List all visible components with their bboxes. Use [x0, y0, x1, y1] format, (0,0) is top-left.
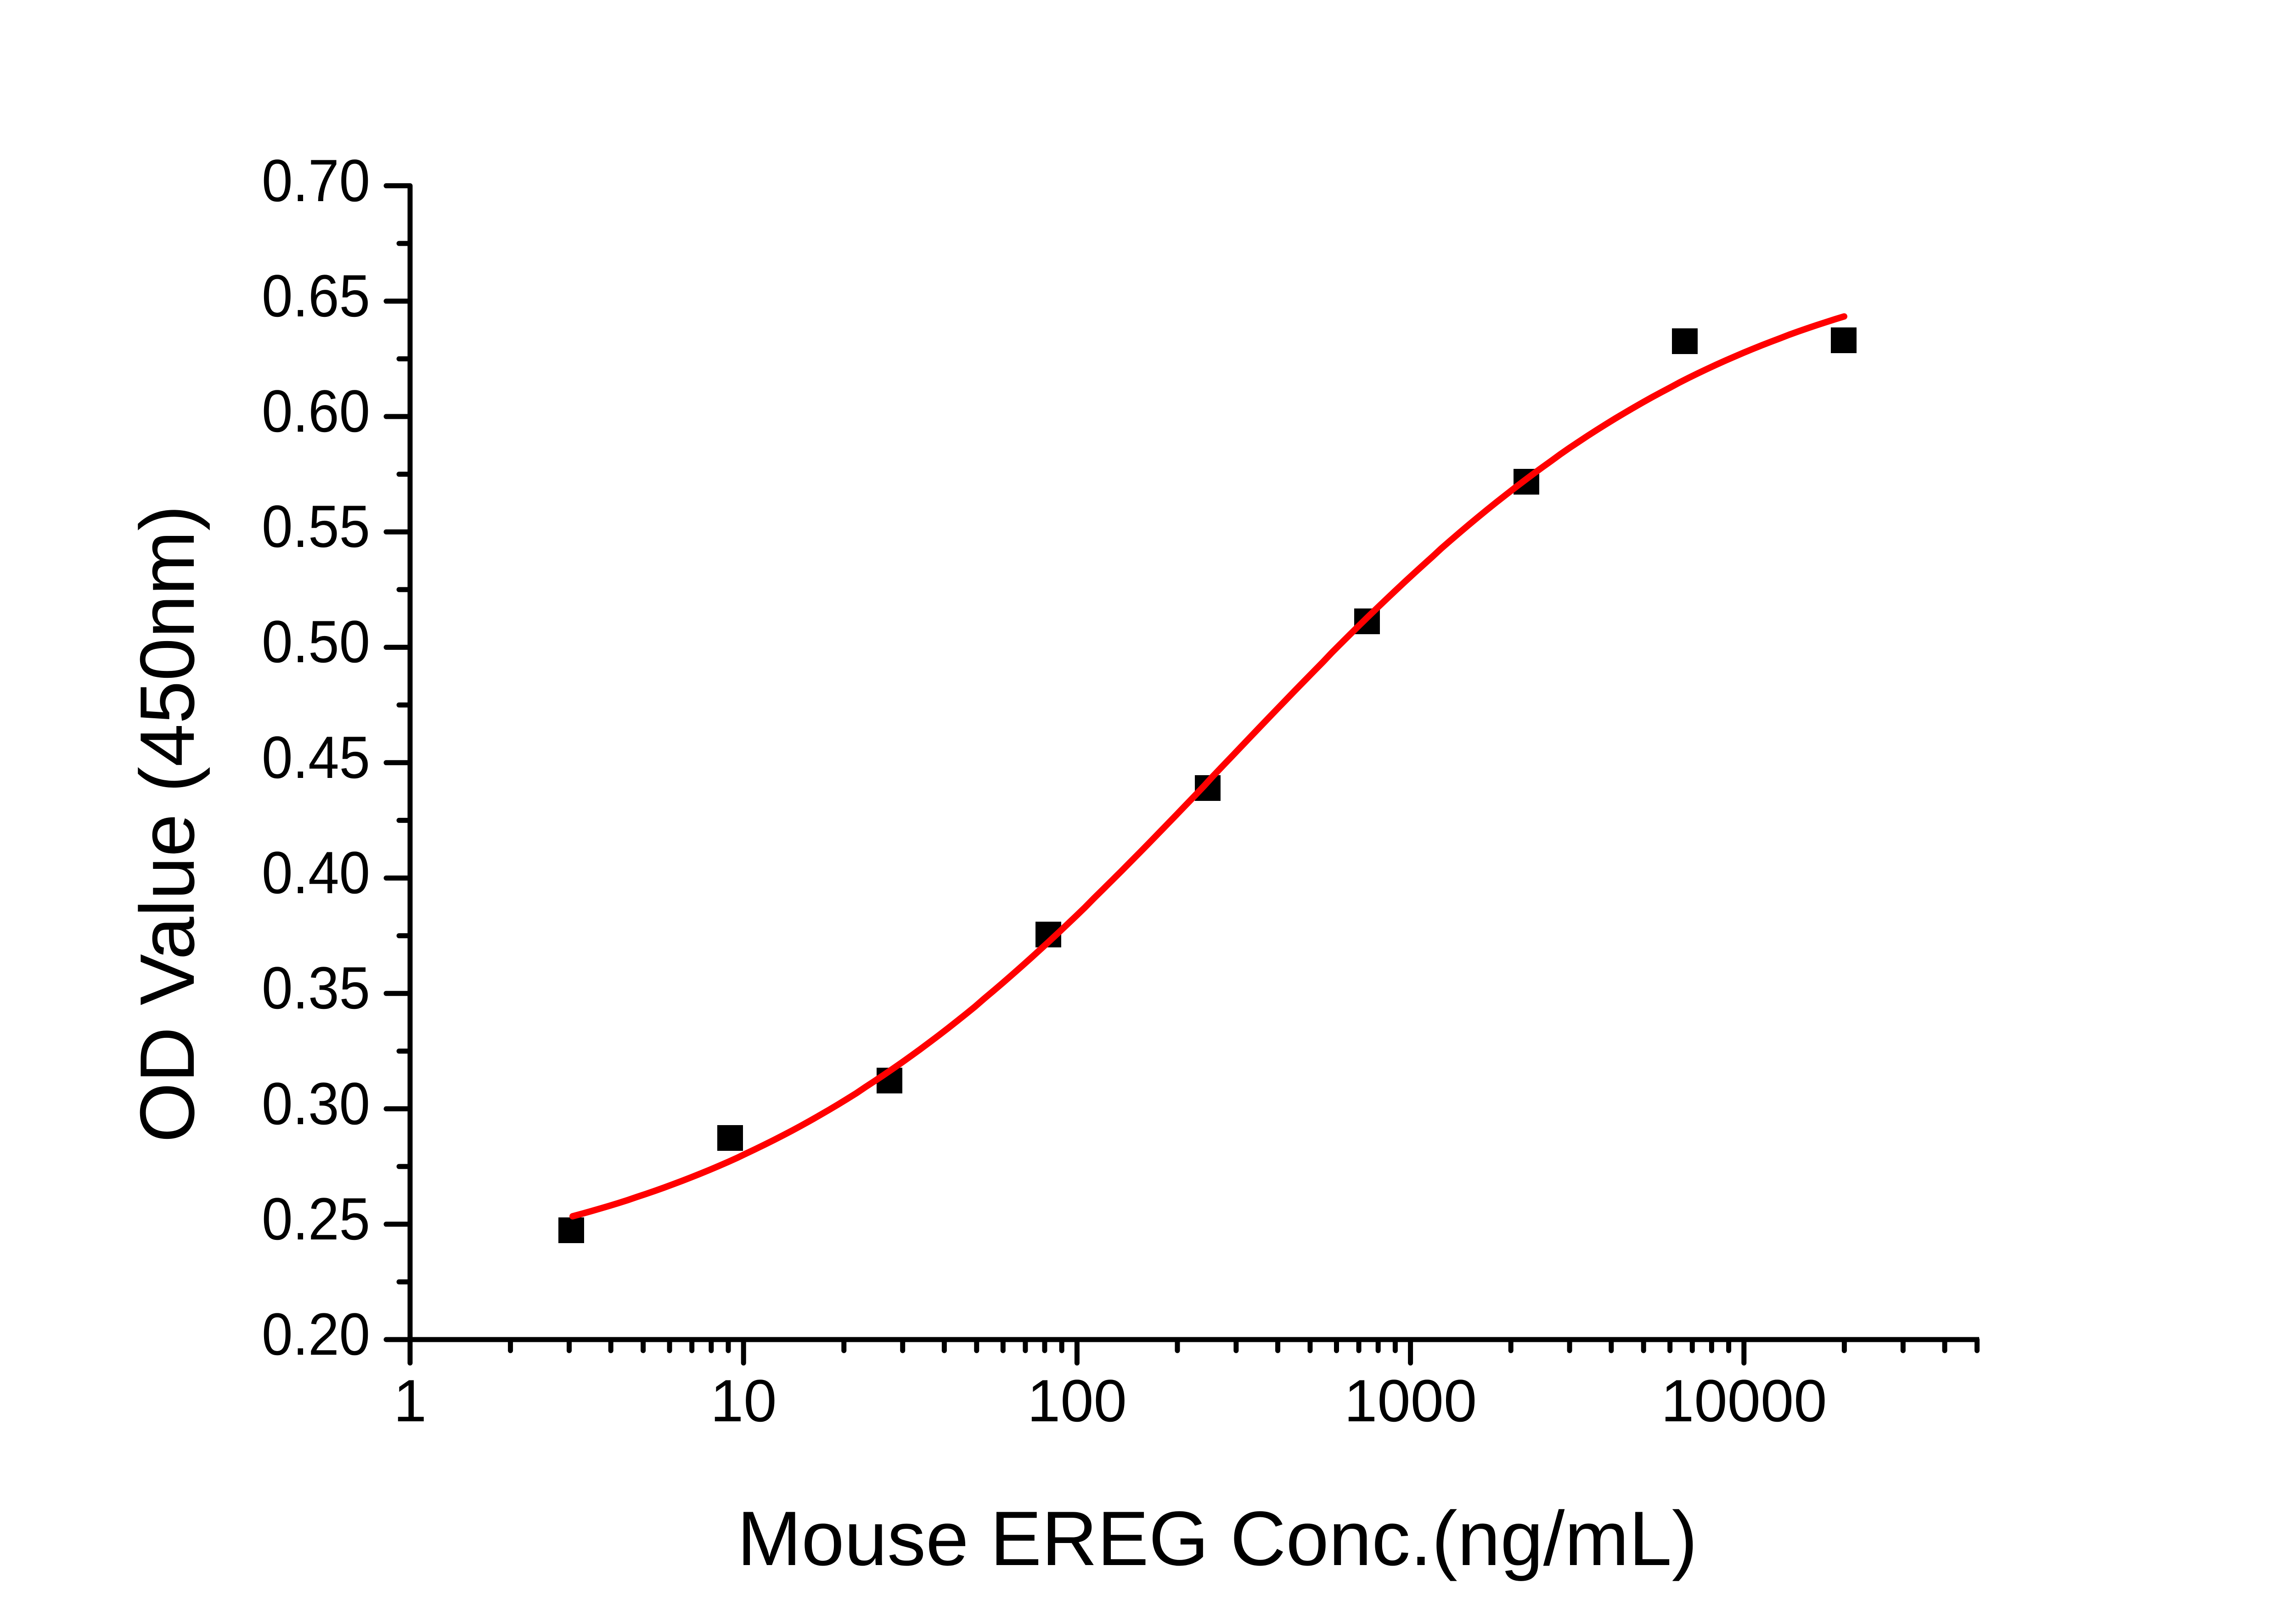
svg-text:0.65: 0.65 — [262, 262, 370, 329]
svg-text:0.20: 0.20 — [262, 1301, 370, 1368]
svg-text:10000: 10000 — [1661, 1367, 1827, 1434]
svg-text:100: 100 — [1027, 1367, 1127, 1434]
svg-text:10: 10 — [710, 1367, 777, 1434]
svg-text:0.35: 0.35 — [262, 954, 370, 1021]
svg-text:0.40: 0.40 — [262, 839, 370, 906]
svg-text:0.55: 0.55 — [262, 493, 370, 560]
svg-text:0.25: 0.25 — [262, 1185, 370, 1252]
svg-text:0.50: 0.50 — [262, 608, 370, 675]
svg-text:Mouse EREG Conc.(ng/mL): Mouse EREG Conc.(ng/mL) — [737, 1495, 1697, 1582]
svg-text:1: 1 — [394, 1367, 427, 1434]
svg-text:1000: 1000 — [1344, 1367, 1477, 1434]
svg-text:0.70: 0.70 — [262, 147, 370, 214]
svg-text:OD Value (450nm): OD Value (450nm) — [124, 505, 210, 1143]
svg-text:0.60: 0.60 — [262, 377, 370, 445]
svg-text:0.45: 0.45 — [262, 724, 370, 791]
svg-text:0.30: 0.30 — [262, 1070, 370, 1137]
